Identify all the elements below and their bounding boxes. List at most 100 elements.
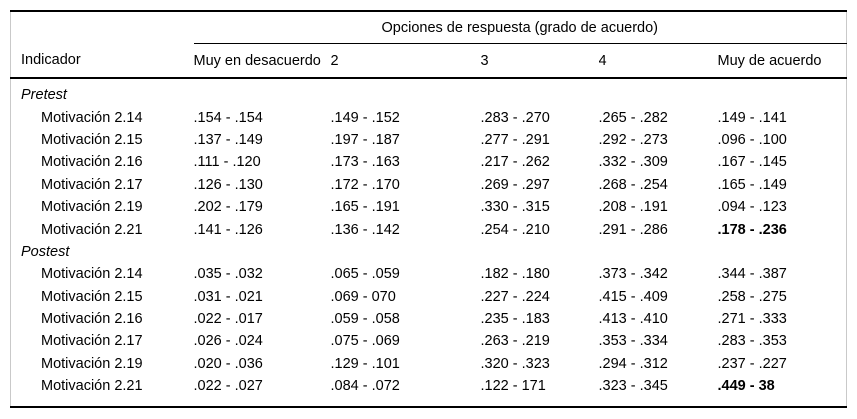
- value-cell: .126 - .130: [193, 176, 263, 193]
- value-cell: .065 - .059: [330, 266, 400, 283]
- table-row: Motivación 2.14 .035 - .032 .065 - .059 .18…: [11, 263, 847, 285]
- value-cell: .294 - .312: [598, 355, 668, 372]
- indicator-cell: Motivación 2.19: [41, 199, 143, 216]
- value-cell: .075 - .069: [330, 333, 400, 350]
- value-cell: .413 - .410: [598, 311, 668, 328]
- table-row: Motivación 2.16 .111 - .120 .173 - .163 .21…: [11, 151, 847, 173]
- value-cell: .035 - .032: [193, 266, 263, 283]
- value-cell: .173 - .163: [330, 154, 400, 171]
- value-cell: .373 - .342: [598, 266, 668, 283]
- value-cell: .227 - .224: [480, 288, 550, 305]
- value-cell: .235 - .183: [480, 311, 550, 328]
- section-row: Pretest: [11, 78, 847, 106]
- value-cell: .268 - .254: [598, 176, 668, 193]
- value-cell: .111 - .120: [193, 154, 261, 171]
- value-cell: .291 - .286: [598, 221, 668, 238]
- value-cell: .292 - .273: [598, 131, 668, 148]
- value-cell: .022 - .027: [193, 378, 263, 395]
- value-cell: .208 - .191: [598, 199, 668, 216]
- column-header-row: Indicador Muy en desacuerdo 2 3 4 Muy de…: [10, 43, 847, 79]
- table-row: Motivación 2.17 .026 - .024 .075 - .069 .26…: [11, 330, 847, 352]
- value-cell: .449 - 38: [717, 378, 775, 395]
- value-cell: .271 - .333: [717, 311, 787, 328]
- table-row: Motivación 2.15 .031 - .021 .069 - 070 .227…: [11, 286, 847, 308]
- spanner-row: Opciones de respuesta (grado de acuerdo): [11, 11, 847, 44]
- column-header-muy-de-acuerdo: Muy de acuerdo: [717, 43, 847, 79]
- table-row: Motivación 2.14 .154 - .154 .149 - .152 .28…: [11, 106, 847, 128]
- value-cell: .149 - .141: [717, 109, 787, 126]
- value-cell: .149 - .152: [330, 109, 400, 126]
- table-row: Motivación 2.15 .137 - .149 .197 - .187 .27…: [11, 129, 847, 151]
- indicator-cell: Motivación 2.15: [41, 288, 143, 305]
- table-row: Motivación 2.16 .022 - .017 .059 - .058 .23…: [11, 308, 847, 330]
- column-header-3: 3: [480, 43, 599, 79]
- value-cell: .122 - 171: [480, 378, 546, 395]
- section-label: Pretest: [21, 87, 67, 104]
- indicator-cell: Motivación 2.17: [41, 176, 143, 193]
- indicator-cell: Motivación 2.14: [41, 109, 143, 126]
- table-row: Motivación 2.17 .126 - .130 .172 - .170 .26…: [11, 174, 847, 196]
- value-cell: .263 - .219: [480, 333, 550, 350]
- value-cell: .165 - .149: [717, 176, 787, 193]
- value-cell: .265 - .282: [598, 109, 668, 126]
- table-body: Pretest Motivación 2.14 .154 - .154 .149 - …: [11, 78, 847, 407]
- section-row: Postest: [11, 241, 847, 263]
- table-row: Motivación 2.19 .020 - .036 .129 - .101 .32…: [11, 353, 847, 375]
- value-cell: .020 - .036: [193, 355, 263, 372]
- column-header-indicador: Indicador: [10, 43, 194, 79]
- value-cell: .094 - .123: [717, 199, 787, 216]
- indicator-cell: Motivación 2.19: [41, 355, 143, 372]
- value-cell: .022 - .017: [193, 311, 263, 328]
- value-cell: .165 - .191: [330, 199, 400, 216]
- indicator-cell: Motivación 2.14: [41, 266, 143, 283]
- value-cell: .136 - .142: [330, 221, 400, 238]
- value-cell: .330 - .315: [480, 199, 550, 216]
- indicator-cell: Motivación 2.21: [41, 221, 143, 238]
- value-cell: .172 - .170: [330, 176, 400, 193]
- value-cell: .026 - .024: [193, 333, 263, 350]
- value-cell: .254 - .210: [480, 221, 550, 238]
- value-cell: .332 - .309: [598, 154, 668, 171]
- table-row: Motivación 2.19 .202 - .179 .165 - .191 .33…: [11, 196, 847, 218]
- value-cell: .202 - .179: [193, 199, 263, 216]
- value-cell: .344 - .387: [717, 266, 787, 283]
- value-cell: .269 - .297: [480, 176, 550, 193]
- value-cell: .129 - .101: [330, 355, 400, 372]
- column-header-2: 2: [330, 43, 481, 79]
- value-cell: .167 - .145: [717, 154, 787, 171]
- table-row: Motivación 2.21 .022 - .027 .084 - .072 .12…: [11, 375, 847, 407]
- value-cell: .283 - .270: [480, 109, 550, 126]
- value-cell: .178 - .236: [717, 221, 787, 238]
- value-cell: .415 - .409: [598, 288, 668, 305]
- column-header-4: 4: [598, 43, 718, 79]
- indicator-cell: Motivación 2.15: [41, 131, 143, 148]
- indicator-cell: Motivación 2.21: [41, 378, 143, 395]
- value-cell: .096 - .100: [717, 131, 787, 148]
- value-cell: .182 - .180: [480, 266, 550, 283]
- value-cell: .283 - .353: [717, 333, 787, 350]
- value-cell: .353 - .334: [598, 333, 668, 350]
- value-cell: .197 - .187: [330, 131, 400, 148]
- value-cell: .258 - .275: [717, 288, 787, 305]
- value-cell: .084 - .072: [330, 378, 400, 395]
- results-table: Opciones de respuesta (grado de acuerdo)…: [10, 10, 848, 409]
- section-label: Postest: [21, 243, 70, 260]
- value-cell: .237 - .227: [717, 355, 787, 372]
- value-cell: .154 - .154: [193, 109, 263, 126]
- value-cell: .137 - .149: [193, 131, 263, 148]
- value-cell: .323 - .345: [598, 378, 668, 395]
- value-cell: .277 - .291: [480, 131, 550, 148]
- value-cell: .059 - .058: [330, 311, 400, 328]
- value-cell: .217 - .262: [480, 154, 550, 171]
- value-cell: .031 - .021: [193, 288, 263, 305]
- indicator-cell: Motivación 2.17: [41, 333, 143, 350]
- spanner-title: Opciones de respuesta (grado de acuerdo): [193, 11, 847, 44]
- indicator-cell: Motivación 2.16: [41, 154, 143, 171]
- value-cell: .069 - 070: [330, 288, 396, 305]
- column-header-muy-en-desacuerdo: Muy en desacuerdo: [193, 43, 331, 79]
- value-cell: .320 - .323: [480, 355, 550, 372]
- table-row: Motivación 2.21 .141 - .126 .136 - .142 .25…: [11, 218, 847, 240]
- value-cell: .141 - .126: [193, 221, 263, 238]
- indicator-cell: Motivación 2.16: [41, 311, 143, 328]
